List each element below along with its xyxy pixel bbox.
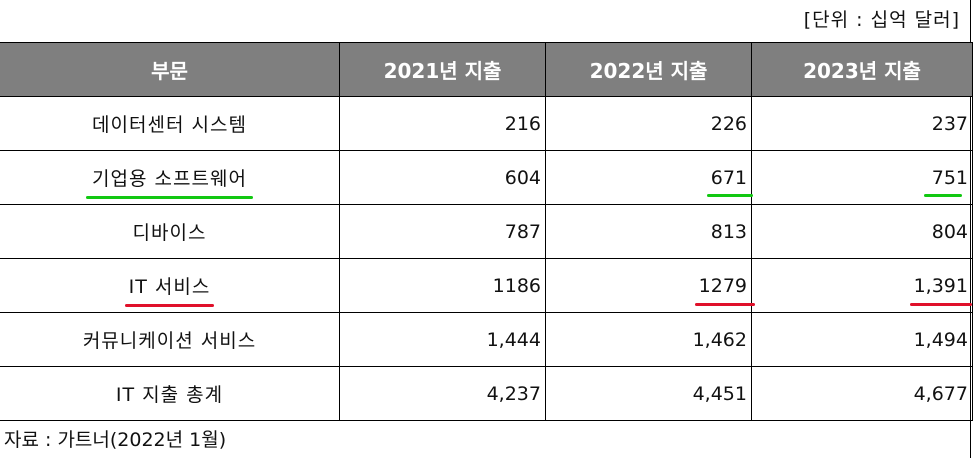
value-cell-2023: 4,677: [751, 366, 973, 421]
value-label: 671: [710, 166, 747, 189]
spending-table: 부문 2021년 지출 2022년 지출 2023년 지출 데이터센터 시스템 …: [0, 42, 973, 421]
segment-label: 기업용 소프트웨어: [92, 168, 247, 190]
header-2022: 2022년 지출: [545, 42, 752, 97]
source-note: 자료 : 가트너(2022년 1월): [4, 429, 227, 451]
header-2021: 2021년 지출: [339, 42, 546, 97]
highlighted-value: 671: [706, 166, 753, 197]
segment-label: IT 서비스: [128, 276, 211, 298]
highlighted-value: 1279: [694, 274, 755, 306]
red-underline-mark: [909, 302, 972, 306]
table-row: 커뮤니케이션 서비스 1,444 1,462 1,494: [0, 312, 973, 367]
table-row: 기업용 소프트웨어 604 671 751: [0, 150, 973, 205]
segment-cell: 기업용 소프트웨어: [0, 150, 340, 205]
table-row: 디바이스 787 813 804: [0, 204, 973, 259]
unit-note: [단위 : 십억 달러]: [803, 9, 960, 31]
value-cell-2022: 813: [545, 204, 752, 259]
value-label: 1279: [698, 274, 747, 297]
value-cell-2021: 1,444: [339, 312, 546, 367]
highlighted-value: 751: [923, 166, 968, 197]
value-cell-2021: 4,237: [339, 366, 546, 421]
header-row: 부문 2021년 지출 2022년 지출 2023년 지출: [0, 42, 973, 97]
value-cell-2022: 4,451: [545, 366, 752, 421]
value-cell-2021: 1186: [339, 258, 546, 313]
value-cell-2023: 237: [751, 96, 973, 151]
value-cell-2023: 751: [751, 150, 973, 205]
segment-cell: IT 지출 총계: [0, 366, 340, 421]
red-underline-mark: [694, 302, 755, 306]
green-underline-mark: [706, 193, 753, 197]
value-cell-2022: 1279: [545, 258, 755, 313]
value-cell-2021: 787: [339, 204, 546, 259]
highlighted-segment: 기업용 소프트웨어: [86, 164, 253, 199]
table-row-total: IT 지출 총계 4,237 4,451 4,677: [0, 366, 973, 421]
highlighted-value: 1,391: [909, 274, 972, 306]
value-cell-2022: 671: [545, 150, 753, 205]
segment-cell: IT 서비스: [0, 258, 340, 313]
value-label: 751: [931, 166, 968, 189]
value-cell-2023: 1,391: [751, 258, 973, 313]
red-underline-mark: [124, 304, 215, 307]
value-label: 1,391: [913, 274, 968, 297]
value-cell-2023: 804: [751, 204, 973, 259]
table-row: IT 서비스 1186 1279 1,391: [0, 258, 973, 313]
header-2023: 2023년 지출: [751, 42, 973, 97]
highlighted-segment: IT 서비스: [124, 272, 215, 307]
value-cell-2021: 604: [339, 150, 546, 205]
table-row: 데이터센터 시스템 216 226 237: [0, 96, 973, 151]
header-segment: 부문: [0, 42, 340, 97]
green-underline-mark: [86, 196, 253, 199]
green-underline-mark: [923, 193, 962, 197]
segment-cell: 데이터센터 시스템: [0, 96, 340, 151]
segment-cell: 커뮤니케이션 서비스: [0, 312, 340, 367]
value-cell-2023: 1,494: [751, 312, 973, 367]
value-cell-2022: 1,462: [545, 312, 752, 367]
value-cell-2022: 226: [545, 96, 752, 151]
segment-cell: 디바이스: [0, 204, 340, 259]
value-cell-2021: 216: [339, 96, 546, 151]
